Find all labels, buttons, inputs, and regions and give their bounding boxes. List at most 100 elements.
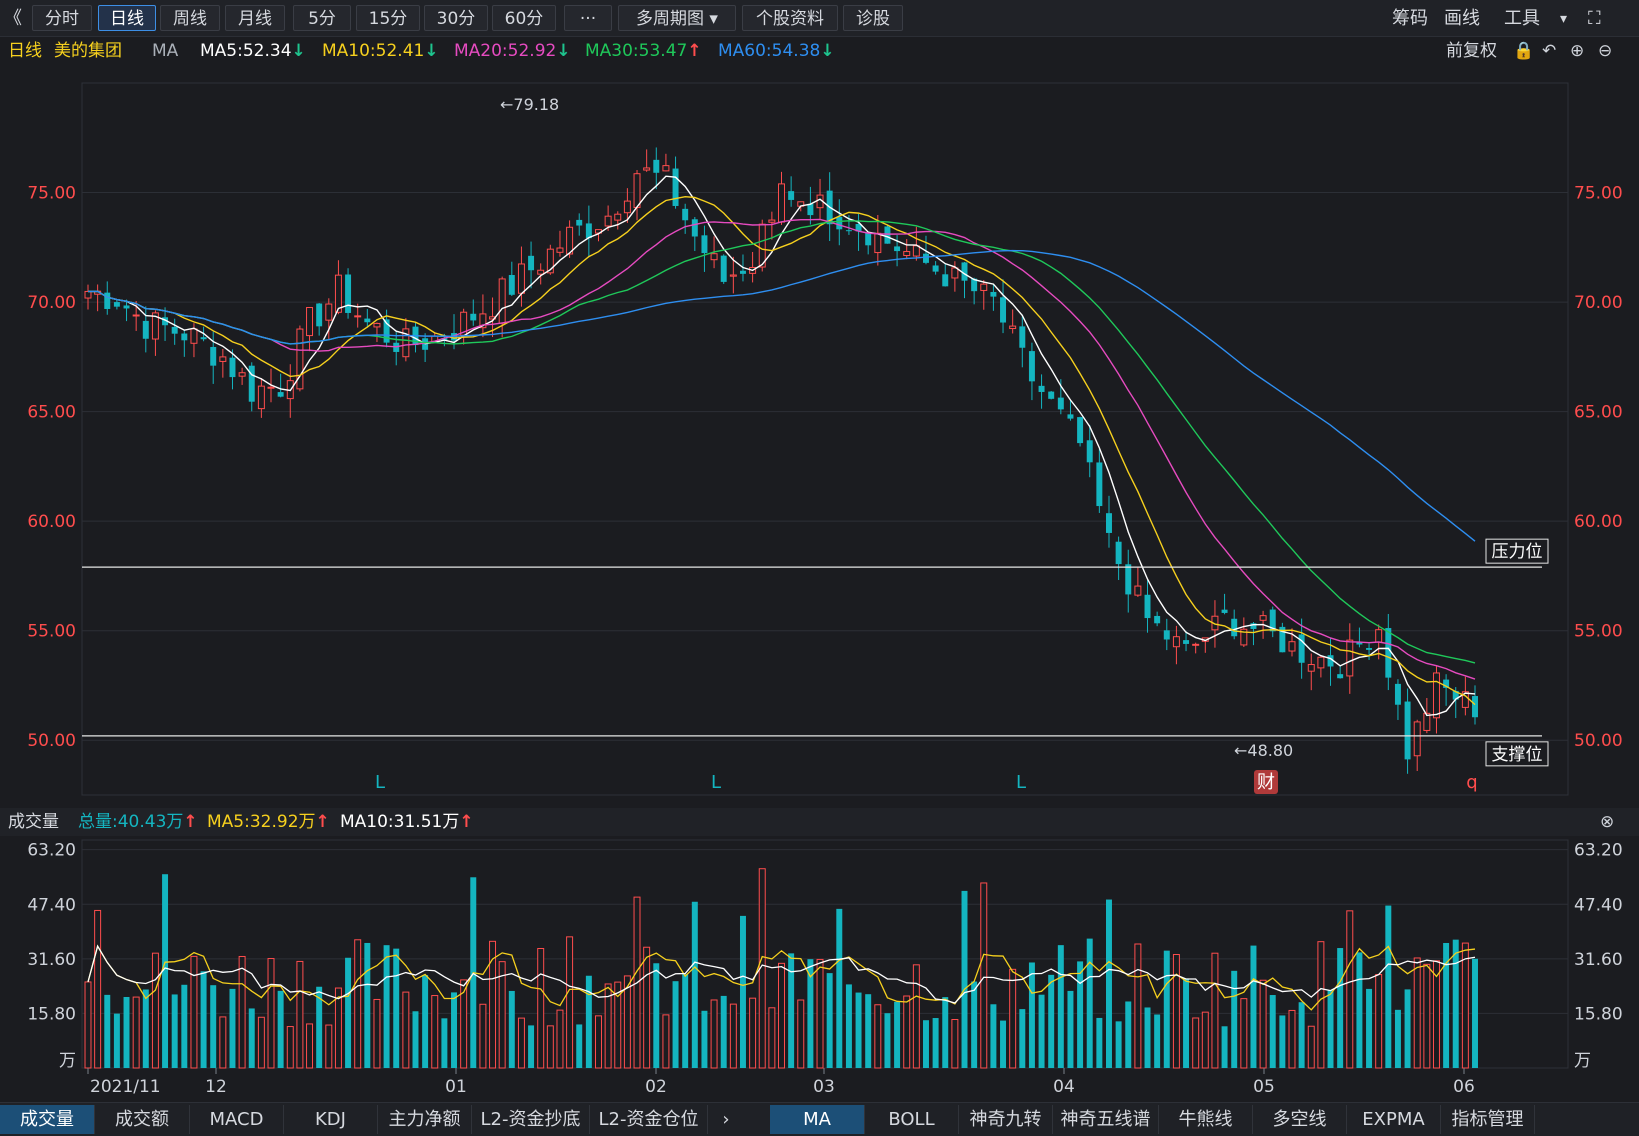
period-tab-0[interactable]: 分时 xyxy=(32,5,92,31)
fullscreen-icon[interactable]: ⛶ xyxy=(1588,8,1601,29)
candle-down xyxy=(528,255,535,271)
overlay-tab-0[interactable]: MA xyxy=(770,1105,865,1134)
arrow-down-icon: ↓ xyxy=(424,41,439,61)
candle-down xyxy=(200,337,207,340)
candle-down xyxy=(210,346,217,366)
candle-down xyxy=(971,278,978,292)
candle-up xyxy=(604,215,612,227)
candle-down xyxy=(1038,385,1045,392)
candle-down xyxy=(720,255,727,282)
period-tab-9[interactable]: 多周期图 ▾ xyxy=(618,5,736,31)
volume-bar-up xyxy=(1240,998,1248,1069)
volume-bar-down xyxy=(345,957,352,1068)
period-tab-1[interactable]: 日线 xyxy=(98,5,156,31)
volume-bar-down xyxy=(1038,994,1045,1068)
zoom-out-icon[interactable]: ⊖ xyxy=(1598,41,1613,61)
overlay-tab-5[interactable]: 多空线 xyxy=(1253,1105,1347,1134)
close-icon[interactable]: ⊗ xyxy=(1600,812,1615,832)
ma60-line xyxy=(87,249,1476,542)
chevron-down-icon[interactable]: ▾ xyxy=(1560,11,1568,27)
candle-down xyxy=(1125,564,1132,595)
volume-bar-up xyxy=(354,939,362,1069)
volume-bar-up xyxy=(1288,1009,1296,1069)
volume-bar-up xyxy=(402,991,410,1069)
volume-bar-up xyxy=(286,1026,294,1069)
volume-bar-down xyxy=(1385,905,1392,1068)
next-icon[interactable]: › xyxy=(722,1109,730,1130)
volume-bar-down xyxy=(1000,1020,1007,1068)
period-tab-7[interactable]: 60分 xyxy=(492,5,556,31)
candle-down xyxy=(1327,655,1334,667)
candle-down xyxy=(1269,609,1276,632)
draw-button[interactable]: 画线 xyxy=(1444,8,1480,29)
candle-down xyxy=(171,326,178,334)
volume-bar-up xyxy=(238,955,246,1069)
period-tab-8[interactable]: ··· xyxy=(564,5,612,31)
volume-bar-up xyxy=(662,1014,670,1069)
indicator-tab-3[interactable]: KDJ xyxy=(284,1105,378,1134)
overlay-tab-4[interactable]: 牛熊线 xyxy=(1159,1105,1253,1134)
zoom-in-icon[interactable]: ⊕ xyxy=(1570,41,1585,61)
volume-ma5-line xyxy=(87,944,1476,1011)
period-tab-5[interactable]: 15分 xyxy=(356,5,420,31)
overlay-tab-3[interactable]: 神奇五线谱 xyxy=(1053,1105,1159,1134)
period-tab-11[interactable]: 诊股 xyxy=(843,5,903,31)
volume-bar-down xyxy=(855,992,862,1068)
chips-button[interactable]: 筹码 xyxy=(1392,8,1428,29)
overlay-tab-1[interactable]: BOLL xyxy=(865,1105,959,1134)
candle-down xyxy=(845,230,852,232)
candle-down xyxy=(1385,628,1392,678)
arrow-down-icon: ↓ xyxy=(291,41,306,61)
adjust-button[interactable]: 前复权 xyxy=(1446,41,1497,61)
candle-down xyxy=(142,320,149,339)
volume-bar-up xyxy=(190,955,198,1069)
volume-bar-down xyxy=(528,1025,535,1068)
overlay-tab-2[interactable]: 神奇九转 xyxy=(959,1105,1053,1134)
volume-bar-up xyxy=(431,995,439,1069)
volume-bar-up xyxy=(1134,943,1142,1069)
volume-bar-down xyxy=(162,874,169,1068)
volume-bar-up xyxy=(94,909,102,1069)
indicator-tab-2[interactable]: MACD xyxy=(190,1105,284,1134)
candle-up xyxy=(768,219,776,223)
ma-label[interactable]: MA xyxy=(152,41,179,61)
volume-bar-up xyxy=(623,975,631,1069)
volume-bar-up xyxy=(903,995,911,1069)
undo-icon[interactable]: ↶ xyxy=(1542,41,1557,61)
volume-ma5: MA5:32.92万 xyxy=(207,812,316,832)
period-tab-6[interactable]: 30分 xyxy=(424,5,488,31)
indicator-tab-6[interactable]: L2-资金仓位 xyxy=(590,1105,708,1134)
candle-down xyxy=(1163,630,1170,640)
period-tab-2[interactable]: 周线 xyxy=(160,5,220,31)
indicator-tab-4[interactable]: 主力净额 xyxy=(378,1105,472,1134)
volume-bar-up xyxy=(1375,974,1383,1069)
volume-bar-down xyxy=(1472,958,1478,1068)
back-icon[interactable]: 《 xyxy=(4,8,22,29)
period-tab-10[interactable]: 个股资料 xyxy=(742,5,838,31)
overlay-tab-6[interactable]: EXPMA xyxy=(1347,1105,1441,1134)
indicator-tab-0[interactable]: 成交量 xyxy=(0,1105,95,1134)
x-tick-label: 05 xyxy=(1253,1077,1275,1097)
period-tab-4[interactable]: 5分 xyxy=(293,5,351,31)
period-tab-3[interactable]: 月线 xyxy=(225,5,285,31)
tools-button[interactable]: 工具 xyxy=(1504,8,1540,29)
signal-marker: L xyxy=(375,772,385,793)
volume-bar-down xyxy=(1231,970,1238,1068)
kline-chart[interactable]: 75.00 75.00 70.00 70.00 65.00 65.00 60.00 60.00… xyxy=(0,0,1639,1102)
x-tick-label: 01 xyxy=(445,1077,467,1097)
candle-down xyxy=(470,313,477,321)
candle-down xyxy=(932,265,939,272)
price-tick-label: 70.00 xyxy=(27,293,76,313)
volume-bar-down xyxy=(181,984,188,1068)
candle-down xyxy=(1443,679,1450,688)
x-tick-label: 03 xyxy=(813,1077,835,1097)
candle-up xyxy=(874,232,882,254)
overlay-tab-7[interactable]: 指标管理 xyxy=(1441,1105,1535,1134)
price-tick-label: 50.00 xyxy=(27,731,76,751)
lock-icon[interactable]: 🔒 xyxy=(1513,41,1535,61)
period-label: 日线 xyxy=(8,41,42,61)
volume-bar-up xyxy=(306,1023,314,1069)
indicator-tab-5[interactable]: L2-资金抄底 xyxy=(472,1105,590,1134)
ma20-value: MA20:52.92 xyxy=(454,41,557,61)
indicator-tab-1[interactable]: 成交额 xyxy=(95,1105,190,1134)
